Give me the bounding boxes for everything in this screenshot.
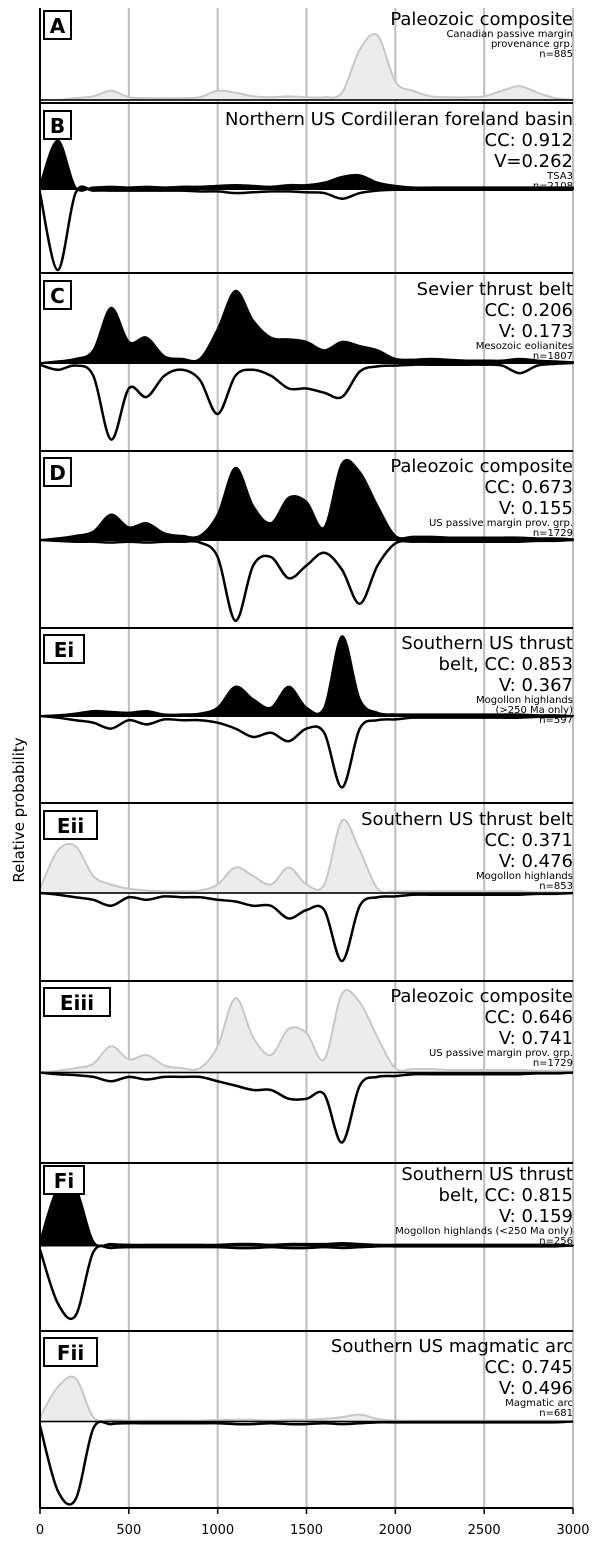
panel-label: D	[49, 461, 66, 485]
density-area	[39, 1180, 574, 1248]
density-area	[39, 989, 574, 1074]
panel-note: US passive margin prov. grp.	[429, 1048, 573, 1059]
panel-title: Paleozoic composite	[390, 986, 573, 1007]
x-tick-label: 3000	[556, 1523, 589, 1538]
panel-title: belt, CC: 0.853	[439, 654, 573, 675]
panel-label: Fi	[54, 1169, 75, 1193]
panel-title: V: 0.496	[499, 1378, 573, 1399]
panel-title: Paleozoic composite	[390, 9, 573, 30]
panel-title: CC: 0.745	[485, 1357, 573, 1378]
panel-title: Southern US thrust	[401, 633, 573, 654]
density-line	[39, 714, 574, 789]
density-line	[39, 538, 574, 623]
density-area	[39, 818, 574, 894]
panel-label: Eiii	[60, 991, 94, 1015]
panel-title: Southern US magmatic arc	[331, 1336, 573, 1357]
panel-label-box	[43, 810, 98, 840]
density-line	[38, 185, 573, 272]
panel-note: Canadian passive margin	[446, 29, 573, 40]
panel-label-box	[43, 1337, 98, 1367]
panel-note: Mogollon highlands	[476, 871, 573, 882]
panel-note: US passive margin prov. grp.	[429, 518, 573, 529]
density-line	[39, 361, 574, 441]
panel-title: V: 0.476	[499, 851, 573, 872]
density-area	[39, 289, 574, 364]
panel-title: V: 0.741	[499, 1028, 573, 1049]
panel-label: Eii	[57, 814, 84, 838]
panel-label-box	[43, 457, 72, 487]
panel-note: n=853	[539, 881, 573, 892]
panel-title: CC: 0.206	[485, 300, 573, 321]
panel-note: n=2108	[533, 181, 573, 192]
panel-label: B	[50, 114, 65, 138]
panel-title: Southern US thrust belt	[361, 809, 573, 830]
x-tick-label: 0	[36, 1523, 44, 1538]
panel-title: V=0.262	[494, 151, 573, 172]
panel-note: provenance grp.	[491, 39, 573, 50]
density-area	[39, 33, 574, 102]
density-area	[39, 1375, 574, 1423]
panel-title: V: 0.159	[499, 1206, 573, 1227]
x-tick-label: 2500	[468, 1523, 501, 1538]
panel-title: Paleozoic composite	[390, 456, 573, 477]
density-area	[39, 458, 574, 541]
panel-note: n=256	[539, 1236, 573, 1247]
panel-title: belt, CC: 0.815	[439, 1185, 573, 1206]
panel-label-box	[43, 987, 111, 1017]
panel-note: Mogollon highlands	[476, 695, 573, 706]
panel-title: Southern US thrust	[401, 1164, 573, 1185]
density-line	[39, 1071, 574, 1144]
panel-note: n=1729	[533, 1058, 573, 1069]
panel-note: n=1807	[533, 351, 573, 362]
panel-title: CC: 0.371	[485, 830, 573, 851]
panel-note: TSA3	[546, 171, 573, 182]
panel-note: Mogollon highlands (<250 Ma only)	[395, 1226, 573, 1237]
panel-note: (>250 Ma only)	[495, 705, 573, 716]
panel-note: Mesozoic eolianites	[476, 341, 573, 352]
panel-note: n=885	[539, 49, 573, 60]
x-tick-label: 1500	[290, 1523, 323, 1538]
panel-label: A	[50, 14, 66, 38]
panel-title: V: 0.367	[499, 675, 573, 696]
panel-title: CC: 0.646	[485, 1007, 573, 1028]
x-tick-label: 1000	[201, 1523, 234, 1538]
panel-title: CC: 0.912	[485, 130, 573, 151]
panel-note: n=1729	[533, 528, 573, 539]
panel-label-box	[43, 280, 72, 310]
density-area	[39, 635, 574, 717]
panel-title: V: 0.173	[499, 321, 573, 342]
panel-label: C	[50, 284, 65, 308]
y-axis-label: Relative probability	[10, 737, 28, 882]
panel-title: V: 0.155	[499, 498, 573, 519]
panel-note: n=597	[539, 715, 573, 726]
panel-note: n=681	[539, 1408, 573, 1419]
panel-label: Ei	[54, 638, 75, 662]
panel-label-box	[43, 110, 72, 140]
panel-label: Fii	[57, 1341, 84, 1365]
density-line	[39, 891, 574, 963]
panel-title: CC: 0.673	[485, 477, 573, 498]
panel-title: Northern US Cordilleran foreland basin	[225, 109, 573, 130]
panel-label-box	[43, 634, 85, 664]
density-area	[39, 139, 574, 192]
density-line	[38, 1244, 574, 1321]
x-tick-label: 500	[116, 1523, 141, 1538]
x-tick-label: 2000	[379, 1523, 412, 1538]
panel-title: Sevier thrust belt	[417, 279, 573, 300]
density-line	[38, 1420, 574, 1506]
panel-note: Magmatic arc	[505, 1398, 573, 1409]
panel-label-box	[43, 1165, 85, 1195]
panel-label-box	[43, 10, 72, 40]
